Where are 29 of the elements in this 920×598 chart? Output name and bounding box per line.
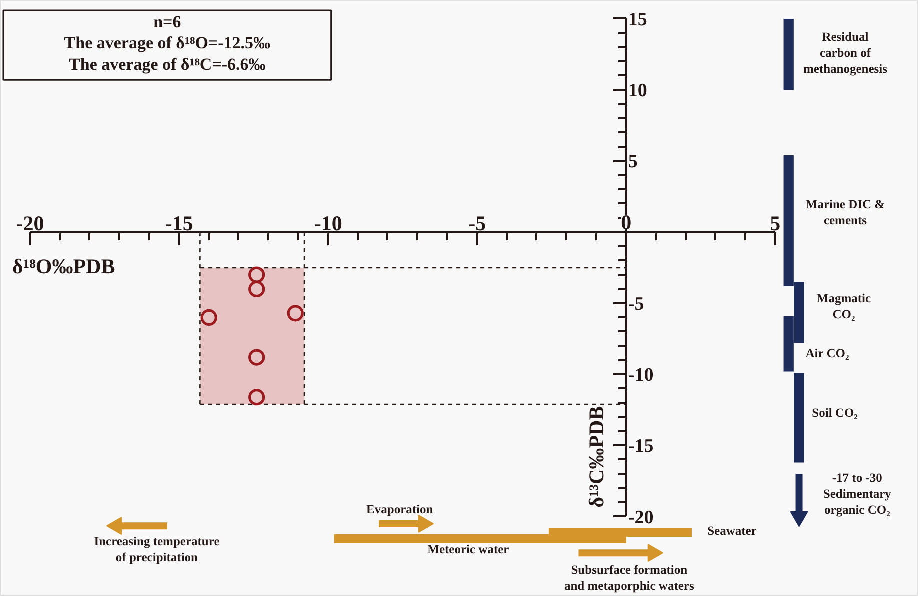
annotation: Magmatic CO₂ [816,291,872,322]
annotation: The average of δ¹⁸O=-12.5‰ [64,34,271,53]
y-axis-title: δ¹³C‰PDB [584,406,609,508]
annotation: -17 to -30 Sedimentary organic CO₂ [823,470,892,518]
x-axis-title: δ¹⁸O‰PDB [12,254,116,278]
annotation: Increasing temperature of precipitation [94,534,220,565]
annotation: Subsurface formation and metaporphic waters [564,562,694,594]
x-tick-label: -5 [468,211,486,236]
annotation: Air CO₂ [806,346,850,360]
y-tick-label: 5 [628,152,638,173]
x-tick-label: -10 [314,211,342,236]
x-tick-label: -15 [165,211,194,236]
annotation: Marine DIC & cements [806,197,886,228]
annotation: Residual carbon of methanogenesis [803,30,888,76]
y-tick-label: -10 [628,365,654,386]
y-tick-label: -5 [628,294,644,315]
annotation: Meteoric water [428,542,510,557]
annotation: Evaporation [366,502,434,517]
y-tick-label: 10 [628,80,648,102]
y-tick-label: -20 [628,507,654,528]
annotation: The average of δ¹⁸C=-6.6‰ [69,55,266,74]
annotation: Seawater [708,524,758,538]
y-tick-label: 15 [628,9,648,30]
x-tick-label: -20 [16,211,44,236]
x-tick-label: 5 [770,211,781,236]
annotation: Soil CO₂ [812,406,858,420]
x-tick-label: 0 [621,210,632,234]
y-tick-label: -15 [628,436,654,458]
annotation: n=6 [154,12,182,32]
